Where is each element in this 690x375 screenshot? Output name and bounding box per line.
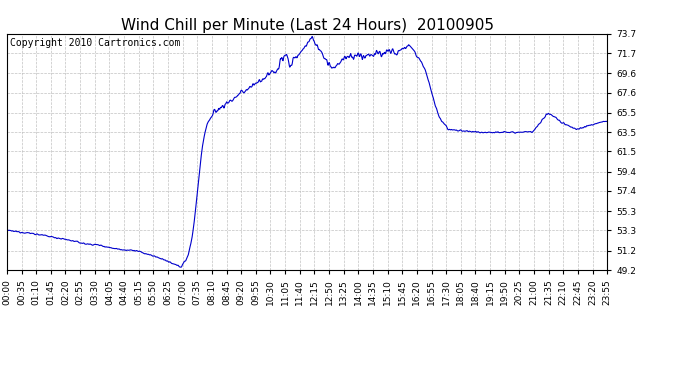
Title: Wind Chill per Minute (Last 24 Hours)  20100905: Wind Chill per Minute (Last 24 Hours) 20… bbox=[121, 18, 493, 33]
Text: Copyright 2010 Cartronics.com: Copyright 2010 Cartronics.com bbox=[10, 39, 180, 48]
